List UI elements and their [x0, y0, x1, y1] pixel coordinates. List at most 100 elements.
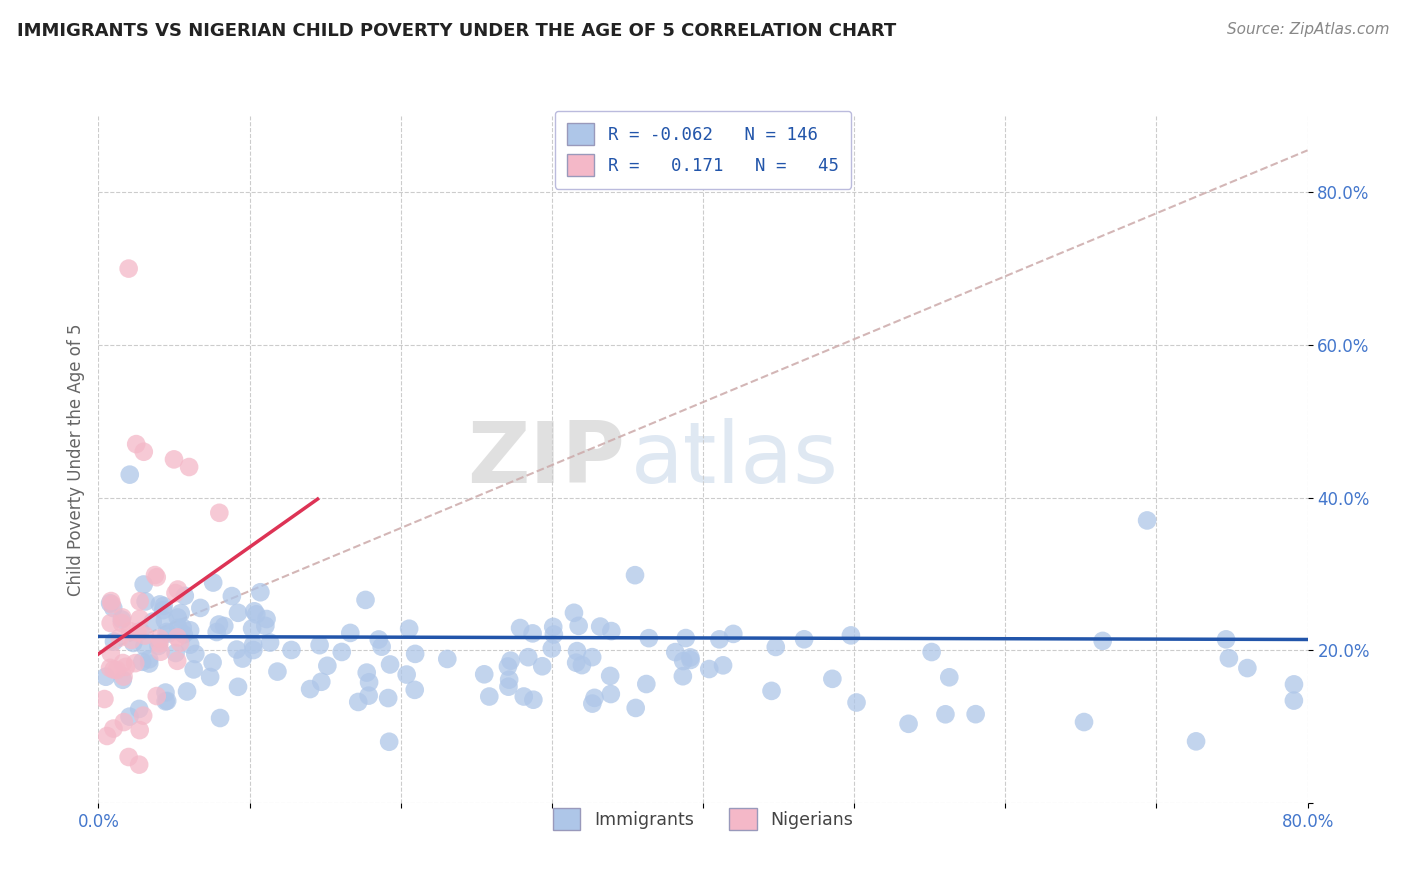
Point: [100, 647, 122, 661]
Point: [299, 681, 322, 696]
Point: [378, 657, 401, 672]
Point: [242, 638, 264, 652]
Point: [105, 663, 128, 677]
Point: [202, 575, 225, 590]
Point: [249, 585, 271, 599]
Point: [897, 716, 920, 731]
Point: [565, 644, 588, 658]
Point: [1073, 714, 1095, 729]
Point: [672, 669, 695, 683]
Point: [152, 599, 174, 613]
Point: [166, 582, 188, 597]
Point: [132, 577, 155, 591]
Point: [226, 606, 249, 620]
Y-axis label: Child Poverty Under the Age of 5: Child Poverty Under the Age of 5: [66, 323, 84, 596]
Point: [111, 656, 134, 670]
Point: [356, 665, 378, 680]
Point: [128, 757, 150, 772]
Point: [103, 601, 125, 615]
Point: [184, 647, 207, 661]
Point: [531, 659, 554, 673]
Point: [589, 619, 612, 633]
Point: [111, 615, 134, 630]
Point: [128, 702, 150, 716]
Point: [395, 667, 418, 681]
Point: [135, 594, 157, 608]
Point: [1136, 513, 1159, 527]
Point: [98, 661, 121, 675]
Point: [498, 673, 520, 687]
Point: [165, 646, 187, 660]
Point: [599, 687, 621, 701]
Point: [155, 685, 177, 699]
Point: [243, 604, 266, 618]
Point: [664, 645, 686, 659]
Point: [148, 639, 170, 653]
Point: [311, 674, 333, 689]
Point: [498, 680, 520, 694]
Point: [765, 640, 787, 654]
Point: [242, 643, 264, 657]
Point: [761, 684, 783, 698]
Point: [543, 627, 565, 641]
Legend: Immigrants, Nigerians: Immigrants, Nigerians: [540, 796, 866, 842]
Point: [103, 663, 125, 677]
Point: [232, 651, 254, 665]
Point: [541, 620, 564, 634]
Point: [173, 627, 195, 641]
Point: [111, 613, 134, 627]
Point: [1236, 661, 1258, 675]
Point: [209, 711, 232, 725]
Point: [679, 650, 702, 665]
Point: [149, 645, 172, 659]
Point: [839, 628, 862, 642]
Point: [166, 654, 188, 668]
Point: [214, 619, 236, 633]
Point: [100, 615, 122, 630]
Point: [1282, 693, 1305, 707]
Point: [675, 631, 697, 645]
Point: [156, 694, 179, 708]
Point: [357, 689, 380, 703]
Point: [93, 692, 115, 706]
Point: [679, 653, 702, 667]
Point: [201, 656, 224, 670]
Point: [359, 675, 381, 690]
Point: [146, 689, 169, 703]
Point: [149, 632, 172, 646]
Point: [404, 647, 426, 661]
Point: [308, 638, 330, 652]
Point: [118, 709, 141, 723]
Point: [226, 680, 249, 694]
Point: [179, 638, 201, 652]
Point: [600, 624, 623, 638]
Point: [280, 643, 302, 657]
Point: [208, 617, 231, 632]
Point: [599, 669, 621, 683]
Point: [221, 589, 243, 603]
Point: [1185, 734, 1208, 748]
Point: [934, 707, 956, 722]
Point: [129, 624, 152, 639]
Point: [522, 692, 544, 706]
Point: [94, 670, 117, 684]
Point: [540, 641, 562, 656]
Point: [165, 586, 187, 600]
Point: [122, 636, 145, 650]
Point: [624, 568, 647, 582]
Point: [157, 626, 180, 640]
Point: [921, 645, 943, 659]
Point: [1091, 633, 1114, 648]
Point: [167, 621, 190, 635]
Point: [131, 655, 153, 669]
Point: [179, 624, 201, 638]
Point: [522, 626, 544, 640]
Point: [636, 677, 658, 691]
Point: [183, 662, 205, 676]
Point: [370, 640, 392, 654]
Point: [367, 632, 389, 647]
Point: [208, 506, 231, 520]
Point: [103, 634, 125, 648]
Point: [120, 624, 142, 639]
Point: [112, 714, 135, 729]
